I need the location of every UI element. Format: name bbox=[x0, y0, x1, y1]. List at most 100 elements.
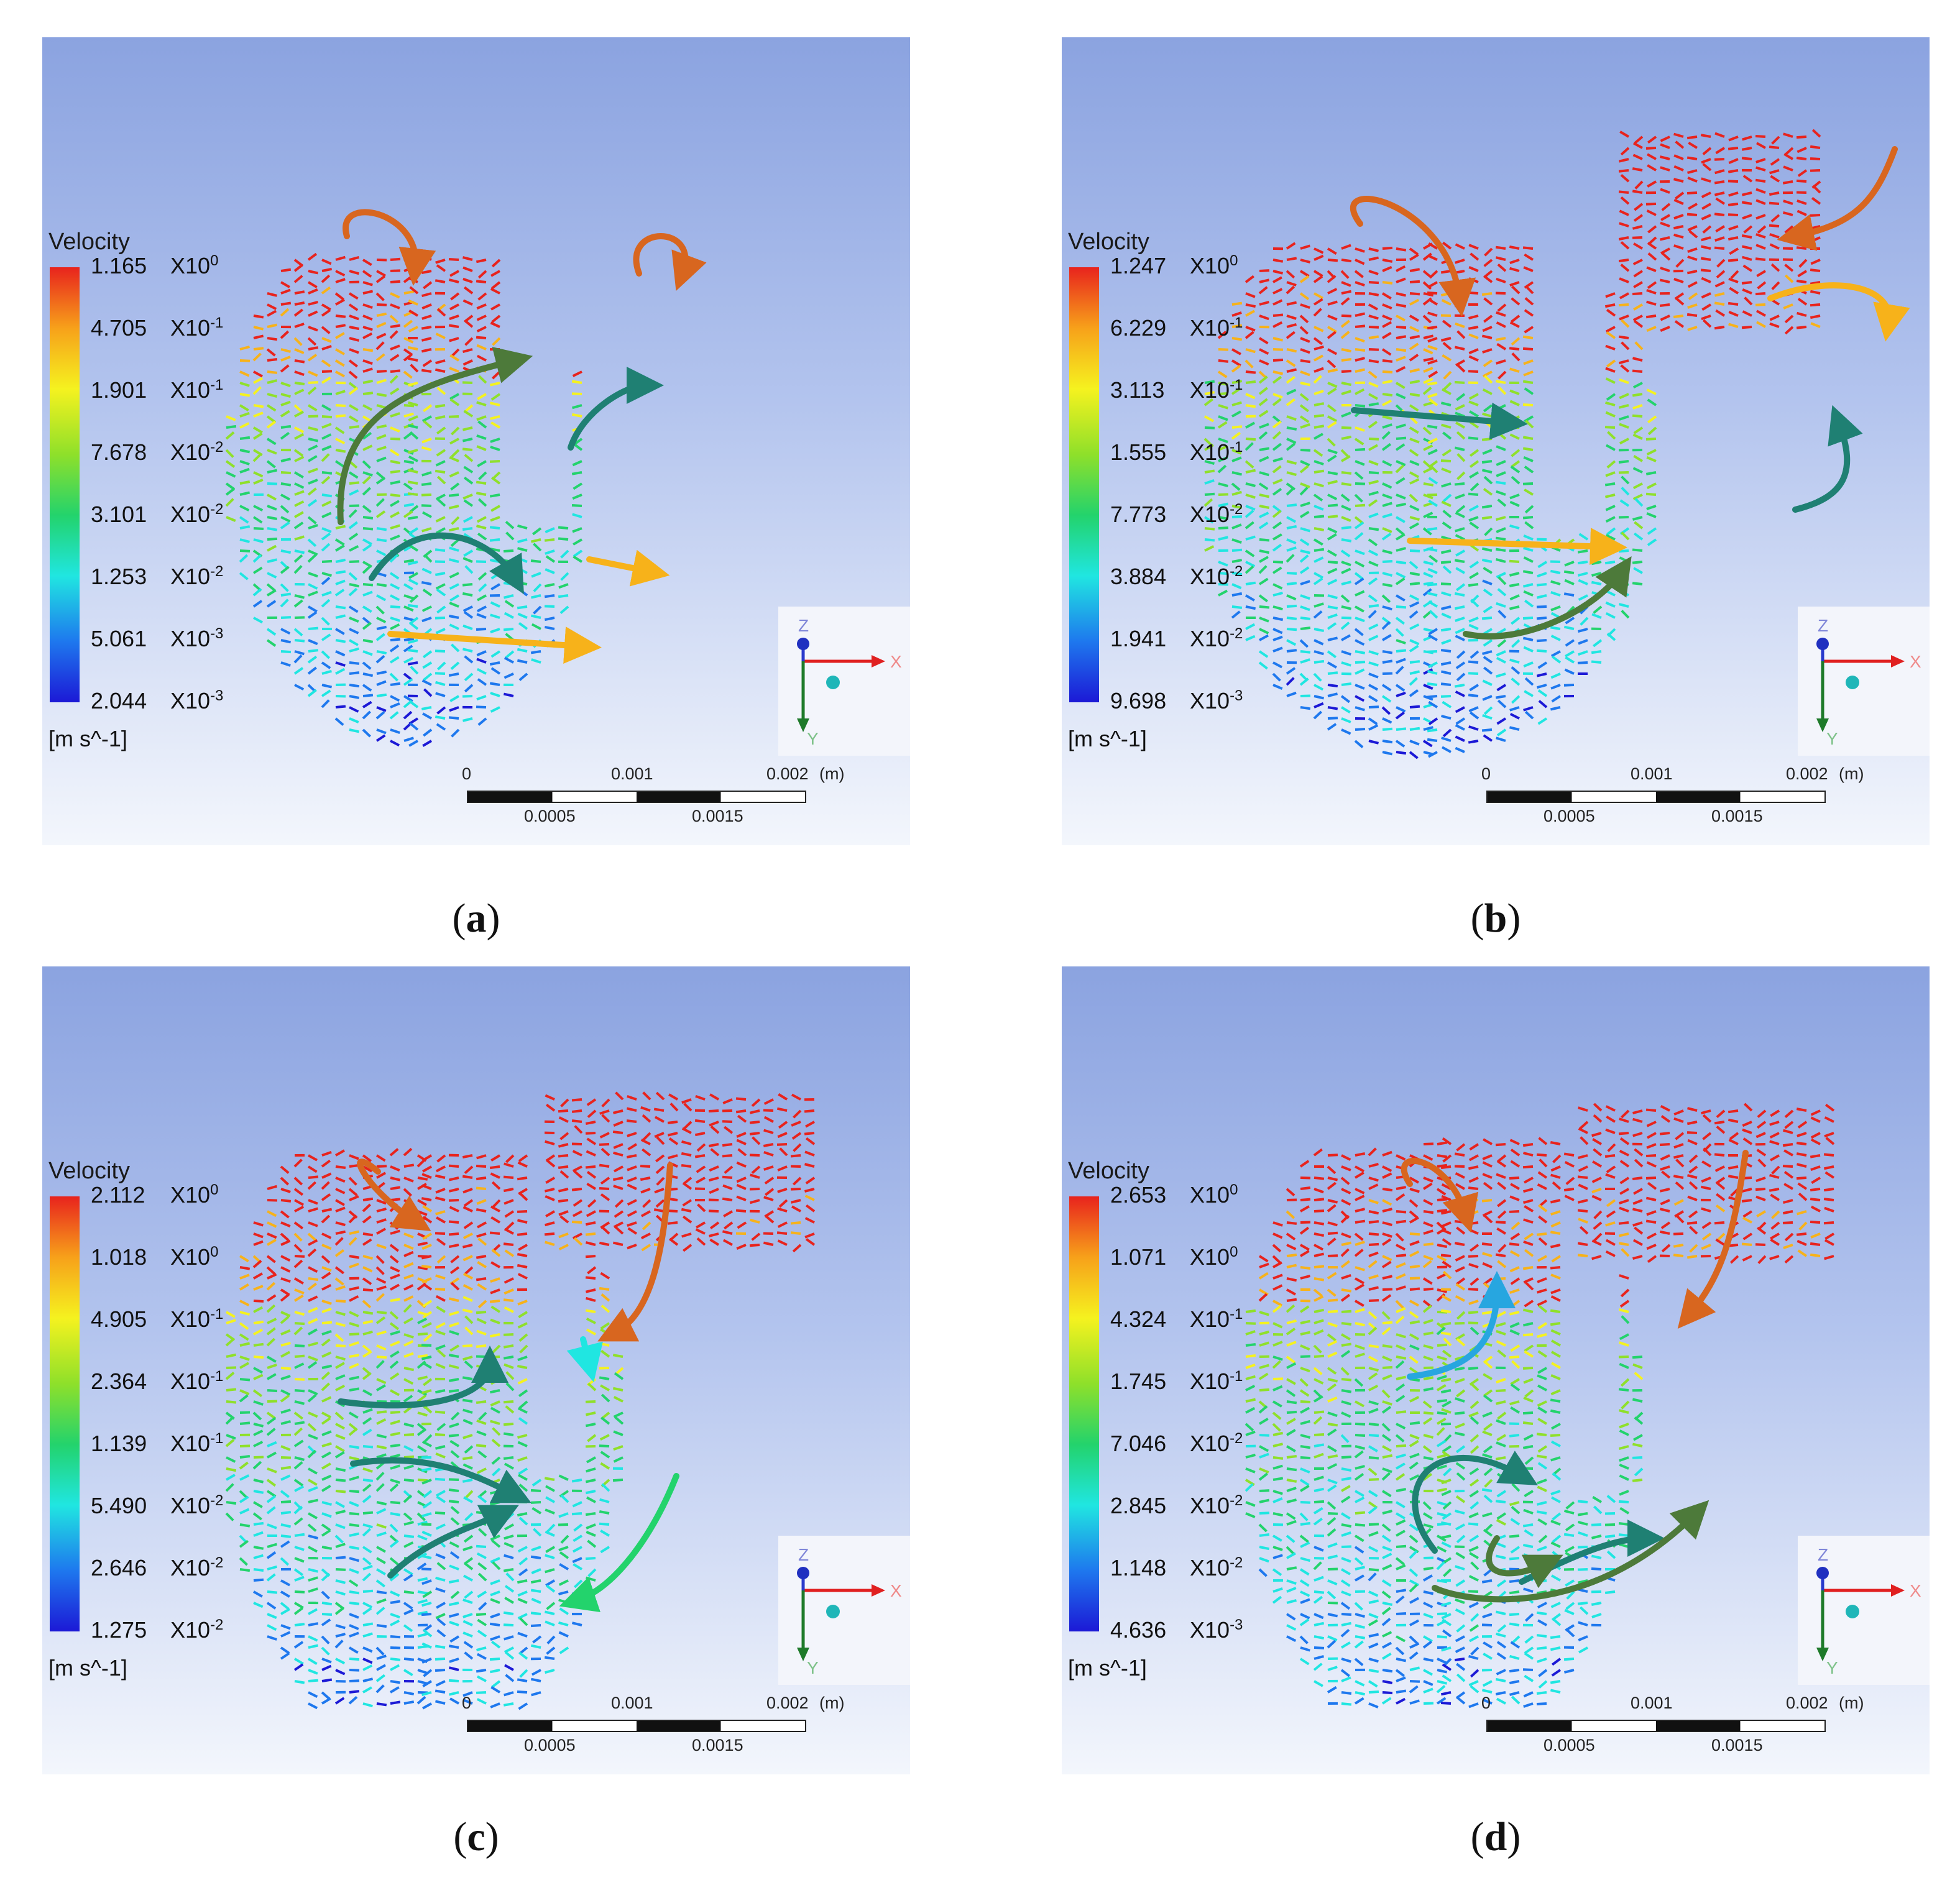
axis-label-z: Z bbox=[1818, 616, 1828, 635]
legend-tick: 1.247 X100 bbox=[1110, 252, 1238, 278]
scale-bar-segments bbox=[467, 1720, 806, 1732]
legend-tick: 1.941 X10-2 bbox=[1110, 625, 1243, 651]
flow-direction-arrow bbox=[350, 1457, 531, 1503]
scale-bar: 0 0.001 0.002 (m) 0.0005 0.0015 bbox=[1441, 1694, 1864, 1768]
scale-label: 0.0015 bbox=[692, 807, 743, 825]
flow-direction-arrow bbox=[338, 1346, 508, 1409]
axis-label-x: X bbox=[890, 1581, 902, 1600]
flow-direction-arrow bbox=[566, 1336, 603, 1383]
flow-direction-arrow bbox=[387, 1505, 519, 1579]
scale-label: 0.0005 bbox=[1544, 1736, 1595, 1754]
legend-tick: 3.884 X10-2 bbox=[1110, 563, 1243, 589]
legend-tick: 1.165 X100 bbox=[91, 252, 219, 278]
legend-tick: 2.653 X100 bbox=[1110, 1181, 1238, 1208]
flow-direction-arrow bbox=[357, 1158, 431, 1231]
scale-label: 0 bbox=[1481, 1694, 1491, 1712]
legend-tick: 1.555 X10-1 bbox=[1110, 439, 1243, 465]
scale-label: 0.002 bbox=[1786, 764, 1828, 783]
flow-direction-arrow bbox=[1463, 556, 1632, 640]
legend-tick: 2.364 X10-1 bbox=[91, 1368, 224, 1394]
legend-tick: 1.018 X100 bbox=[91, 1244, 219, 1270]
scale-bar-segments bbox=[1486, 1720, 1826, 1732]
scale-label: 0.0005 bbox=[524, 1736, 576, 1754]
scale-bar-segments bbox=[467, 791, 806, 803]
axis-label-y: Y bbox=[1826, 729, 1838, 748]
scale-label: 0 bbox=[462, 1694, 472, 1712]
legend-tick: 3.101 X10-2 bbox=[91, 501, 224, 527]
caption-c: (c) bbox=[453, 1814, 499, 1860]
scale-unit: (m) bbox=[819, 764, 845, 783]
scale-label: 0.0005 bbox=[524, 807, 576, 825]
velocity-colorbar bbox=[1069, 267, 1099, 702]
scale-label: 0.002 bbox=[766, 764, 809, 783]
axis-label-z: Z bbox=[798, 1545, 809, 1564]
flow-direction-arrow bbox=[1677, 1150, 1749, 1329]
scale-unit: (m) bbox=[819, 1694, 845, 1712]
scale-unit: (m) bbox=[1839, 764, 1864, 783]
legend-tick: 6.229 X10-1 bbox=[1110, 314, 1243, 341]
legend-unit: [m s^-1] bbox=[1068, 726, 1147, 751]
scale-label: 0 bbox=[1481, 764, 1491, 783]
caption-d: (d) bbox=[1470, 1814, 1521, 1860]
legend-tick: 7.678 X10-2 bbox=[91, 439, 224, 465]
legend-tick: 9.698 X10-3 bbox=[1110, 687, 1243, 713]
scale-bar: 0 0.001 0.002 (m) 0.0005 0.0015 bbox=[421, 1694, 844, 1768]
flow-direction-arrow bbox=[586, 549, 670, 587]
scale-label: 0.001 bbox=[611, 1694, 653, 1712]
axis-label-z: Z bbox=[798, 616, 809, 635]
legend-tick: 1.139 X10-1 bbox=[91, 1430, 224, 1456]
scale-label: 0 bbox=[462, 764, 472, 783]
axis-label-y: Y bbox=[1826, 1658, 1838, 1677]
axis-triad: Z X Y bbox=[1798, 1536, 1930, 1685]
scale-bar: 0 0.001 0.002 (m) 0.0005 0.0015 bbox=[421, 764, 844, 839]
velocity-vectors bbox=[225, 252, 583, 747]
legend-tick: 7.773 X10-2 bbox=[1110, 501, 1243, 527]
flow-field-c bbox=[225, 1091, 816, 1710]
legend-title: Velocity bbox=[1068, 1158, 1149, 1184]
flow-direction-arrow bbox=[1351, 402, 1528, 440]
velocity-colorbar bbox=[50, 1196, 80, 1631]
axis-triad: Z X Y bbox=[1798, 607, 1930, 756]
legend-tick: 1.745 X10-1 bbox=[1110, 1368, 1243, 1394]
flow-direction-arrow bbox=[1792, 405, 1863, 513]
axis-triad: Z X Y bbox=[778, 1536, 910, 1685]
legend-tick: 2.044 X10-3 bbox=[91, 687, 224, 713]
scale-label: 0.001 bbox=[1631, 1694, 1673, 1712]
legend-tick: 2.646 X10-2 bbox=[91, 1554, 224, 1580]
flow-direction-arrow bbox=[633, 233, 707, 291]
scale-label: 0.002 bbox=[1786, 1694, 1828, 1712]
legend-title: Velocity bbox=[1068, 229, 1149, 255]
flow-direction-arrow bbox=[559, 1473, 679, 1612]
panel-a: Velocity 1.165 X100 4.705 X10-1 1.901 X10-1 7.… bbox=[42, 37, 910, 845]
legend-tick: 5.490 X10-2 bbox=[91, 1492, 224, 1518]
axis-label-y: Y bbox=[807, 729, 819, 748]
scale-label: 0.0015 bbox=[1711, 1736, 1763, 1754]
flow-direction-arrow bbox=[1486, 1535, 1563, 1589]
flow-direction-arrow bbox=[369, 532, 524, 595]
axis-label-x: X bbox=[1910, 652, 1921, 671]
legend-tick: 1.148 X10-2 bbox=[1110, 1554, 1243, 1580]
legend-tick: 4.905 X10-1 bbox=[91, 1306, 224, 1332]
axis-label-y: Y bbox=[807, 1658, 819, 1677]
panel-b: Velocity 1.247 X100 6.229 X10-1 3.113 X10-1 1.… bbox=[1062, 37, 1930, 845]
flow-field-d bbox=[1245, 1103, 1835, 1708]
legend-tick: 2.112 X100 bbox=[91, 1181, 219, 1208]
legend-tick: 3.113 X10-1 bbox=[1110, 377, 1243, 403]
velocity-colorbar bbox=[50, 267, 80, 702]
legend-tick: 1.253 X10-2 bbox=[91, 563, 224, 589]
velocity-colorbar bbox=[1069, 1196, 1099, 1631]
flow-direction-arrow bbox=[1407, 1271, 1516, 1380]
axis-label-z: Z bbox=[1818, 1545, 1828, 1564]
legend-tick: 1.275 X10-2 bbox=[91, 1617, 224, 1643]
flow-direction-arrow bbox=[1407, 528, 1627, 566]
legend-tick: 1.071 X100 bbox=[1110, 1244, 1238, 1270]
flow-direction-arrow bbox=[1767, 282, 1910, 342]
legend-tick: 7.046 X10-2 bbox=[1110, 1430, 1243, 1456]
scale-label: 0.002 bbox=[766, 1694, 809, 1712]
caption-a: (a) bbox=[452, 896, 500, 941]
legend-tick: 4.324 X10-1 bbox=[1110, 1306, 1243, 1332]
flow-direction-arrow bbox=[568, 367, 664, 451]
scale-label: 0.001 bbox=[1631, 764, 1673, 783]
velocity-vectors bbox=[1245, 1103, 1835, 1708]
legend-tick: 4.636 X10-3 bbox=[1110, 1617, 1243, 1643]
